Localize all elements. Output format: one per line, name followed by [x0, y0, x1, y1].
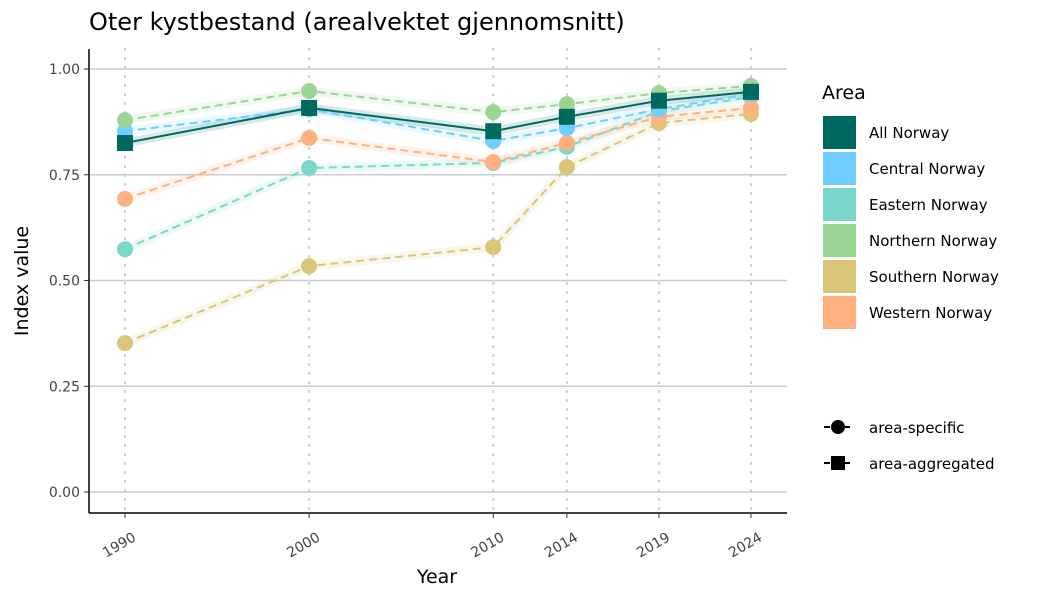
- series-line: [124, 92, 752, 142]
- data-point: [743, 99, 759, 116]
- data-point: [558, 159, 575, 176]
- data-point: [485, 123, 502, 140]
- data-point: [558, 108, 575, 125]
- series-line: [124, 84, 752, 122]
- legend-label: All Norway: [869, 124, 949, 142]
- chart-title: Oter kystbestand (arealvektet gjennomsni…: [89, 8, 625, 36]
- legend-swatch: [823, 116, 856, 149]
- data-point: [650, 92, 667, 109]
- data-point: [301, 159, 318, 176]
- x-tick-label: 2024: [726, 530, 765, 562]
- y-tick-label: 0.25: [49, 379, 80, 395]
- legend-square-marker: [831, 456, 845, 470]
- data-point: [301, 82, 318, 99]
- data-point: [558, 96, 575, 113]
- data-point: [485, 154, 502, 171]
- y-tick-label: 1.00: [49, 62, 80, 78]
- legend-label: Eastern Norway: [869, 196, 988, 214]
- x-tick-label: 1990: [100, 530, 139, 562]
- legend-label: Western Norway: [869, 304, 992, 322]
- data-point: [117, 135, 133, 152]
- x-tick-label: 2000: [284, 530, 323, 562]
- x-tick-label: 2019: [634, 530, 673, 562]
- legend-swatch: [823, 260, 856, 293]
- data-point: [558, 135, 575, 152]
- legend-swatch: [823, 152, 856, 185]
- legend-title: Area: [822, 82, 866, 104]
- data-point: [117, 335, 133, 352]
- x-axis-label: Year: [416, 566, 457, 588]
- y-axis-label: Index value: [11, 226, 33, 336]
- data-point: [485, 239, 502, 256]
- x-tick-label: 2014: [542, 530, 581, 562]
- data-point: [743, 83, 759, 100]
- legend-label: Northern Norway: [869, 232, 997, 250]
- legend-swatch: [823, 296, 856, 329]
- series-line: [124, 90, 752, 145]
- data-point: [117, 112, 133, 129]
- legend-label: area-specific: [869, 419, 965, 437]
- y-tick-label: 0.75: [49, 168, 80, 184]
- legend-label: Central Norway: [869, 160, 985, 178]
- legend-swatch: [823, 224, 856, 257]
- series-ribbon: [123, 109, 752, 348]
- x-tick-label: 2010: [468, 530, 507, 562]
- data-point: [117, 190, 133, 207]
- y-tick-label: 0.00: [49, 485, 80, 501]
- series-line: [124, 106, 752, 200]
- legend-label: area-aggregated: [869, 455, 995, 473]
- data-point: [485, 104, 502, 121]
- data-point: [301, 99, 318, 116]
- data-point: [301, 129, 318, 146]
- data-point: [301, 258, 318, 275]
- y-tick-label: 0.50: [49, 274, 80, 290]
- legend-label: Southern Norway: [869, 268, 999, 286]
- legend-swatch: [823, 188, 856, 221]
- data-point: [117, 241, 133, 258]
- legend-circle-marker: [831, 420, 845, 434]
- series-line: [124, 95, 752, 251]
